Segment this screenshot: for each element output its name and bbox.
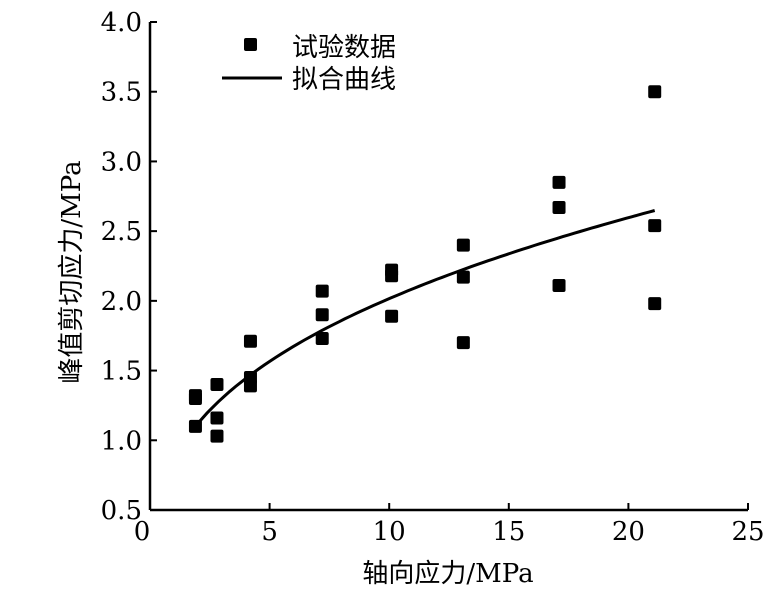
legend: 试验数据 拟合曲线 <box>222 33 396 95</box>
data-point <box>552 200 566 214</box>
data-point <box>315 308 329 322</box>
data-point <box>188 391 202 405</box>
y-tick-label: 4.0 <box>101 8 142 38</box>
legend-marker-scatter <box>244 38 257 51</box>
data-point <box>315 284 329 298</box>
data-point <box>552 279 566 293</box>
data-point <box>456 270 470 284</box>
y-tick-label: 2.5 <box>101 217 142 247</box>
data-point <box>210 429 224 443</box>
x-tick-label: 20 <box>612 517 645 547</box>
y-tick-label: 3.5 <box>101 78 142 108</box>
legend-label-line: 拟合曲线 <box>292 65 396 95</box>
x-tick-label: 15 <box>492 517 525 547</box>
data-point <box>385 309 399 323</box>
data-point <box>648 297 662 311</box>
axes <box>148 22 748 512</box>
data-point <box>648 219 662 233</box>
y-tick-label: 2.0 <box>101 287 142 317</box>
y-ticks: 0.5 1.0 1.5 2.0 2.5 3.0 3.5 4.0 <box>101 8 157 526</box>
data-point <box>315 332 329 346</box>
data-point <box>552 175 566 189</box>
y-axis-label: 峰值剪切应力/MPa <box>57 160 87 383</box>
data-point <box>210 411 224 425</box>
y-tick-label: 1.0 <box>101 426 142 456</box>
legend-label-scatter: 试验数据 <box>292 33 396 63</box>
y-tick-label: 1.5 <box>101 357 142 387</box>
x-tick-label: 0 <box>134 517 151 547</box>
data-point <box>210 378 224 392</box>
scatter-points <box>188 85 662 443</box>
y-tick-label: 0.5 <box>101 496 142 526</box>
data-point <box>456 336 470 350</box>
data-point <box>456 238 470 252</box>
data-point <box>243 379 257 393</box>
x-tick-label: 10 <box>373 517 406 547</box>
x-axis-label: 轴向应力/MPa <box>362 559 533 589</box>
data-point <box>385 269 399 283</box>
x-ticks: 0 5 10 15 20 25 <box>134 503 765 547</box>
x-tick-label: 5 <box>261 517 278 547</box>
data-point <box>648 85 662 99</box>
y-tick-label: 3.0 <box>101 147 142 177</box>
data-point <box>243 334 257 348</box>
x-tick-label: 25 <box>731 517 764 547</box>
fit-curve <box>194 209 656 428</box>
